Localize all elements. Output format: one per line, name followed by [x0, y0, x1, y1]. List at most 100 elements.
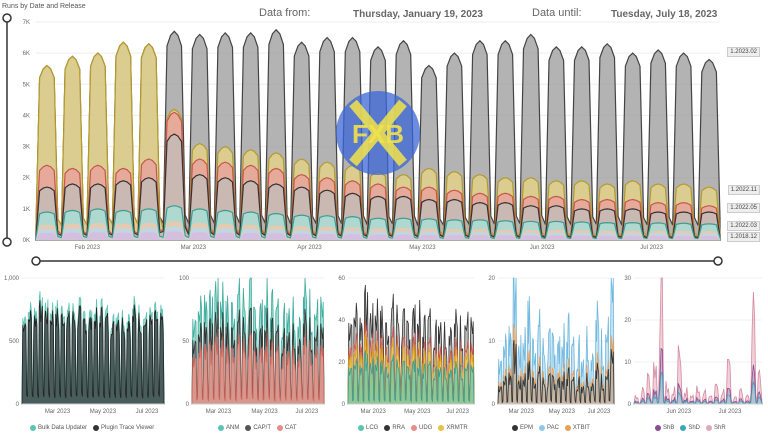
panel-area-series	[191, 329, 325, 405]
legend-item: EPM	[512, 425, 533, 431]
y-tick-label: 20	[488, 276, 495, 282]
fxb-logo-text: FXB	[352, 119, 404, 149]
legend-label: ShR	[714, 425, 726, 431]
series-tag-2: 1.2022.11	[727, 185, 760, 195]
vertical-slider-bottom-handle[interactable]	[2, 237, 12, 247]
x-tick-label: Jul 2023	[446, 409, 469, 415]
y-tick-label: 50	[182, 339, 189, 345]
legend-item: ShD	[680, 425, 700, 431]
x-tick-label: Jul 2023	[588, 409, 611, 415]
y-tick-label: 0	[628, 402, 632, 408]
horizontal-slider-right-handle[interactable]	[713, 256, 723, 266]
chart-title: Runs by Date and Release	[2, 3, 86, 10]
legend-label: PAC	[547, 425, 559, 431]
panel-area-series	[497, 339, 615, 405]
horizontal-slider[interactable]	[28, 254, 728, 268]
y-tick-label: 30	[624, 276, 631, 282]
y-tick-label: 100	[179, 276, 190, 282]
legend-item: UDG	[411, 425, 432, 431]
y-tick-label: 0	[492, 402, 496, 408]
x-tick-label: Mar 2023	[181, 245, 207, 251]
y-tick-label: 0	[342, 402, 346, 408]
x-tick-label: Feb 2023	[75, 245, 101, 251]
x-tick-label: Jul 2023	[295, 409, 318, 415]
y-tick-label: 10	[624, 360, 631, 366]
legend-panel-3: LCG RRA UDG XRMTR	[358, 423, 474, 433]
data-from-value: Thursday, January 19, 2023	[353, 9, 483, 20]
x-tick-label: May 2023	[251, 409, 278, 415]
y-tick-label: 60	[338, 276, 345, 282]
vertical-slider-top-handle[interactable]	[2, 13, 12, 23]
area-series-minor	[36, 231, 720, 240]
x-tick-label: May 2023	[404, 409, 431, 415]
panel-area-series	[347, 350, 475, 405]
legend-item: CAT	[277, 425, 297, 431]
legend-label: CAT	[285, 425, 297, 431]
y-tick-label: 6K	[23, 51, 30, 57]
legend-item: LCG	[358, 425, 378, 431]
y-tick-label: 500	[9, 339, 20, 345]
legend-label: UDG	[419, 425, 433, 431]
legend-panel-4: EPM PAC XTBIT	[512, 423, 596, 433]
legend-item: ANM	[218, 425, 239, 431]
y-tick-label: 5K	[23, 82, 30, 88]
x-tick-label: Jul 2023	[640, 245, 663, 251]
y-tick-label: 3K	[23, 145, 30, 151]
panel-chart-3: 0 20 40 60 Mar 2023 May 2023 Jul 2023	[338, 276, 475, 415]
y-tick-label: 4K	[23, 113, 30, 119]
panel-area-series	[633, 277, 763, 405]
y-tick-label: 10	[488, 339, 495, 345]
panel-area-series	[633, 371, 763, 405]
series-tag-1: 1.2023.02	[727, 47, 760, 57]
series-tag-4: 1.2022.03	[727, 221, 760, 231]
y-tick-label: 40	[338, 318, 345, 324]
data-until-value: Tuesday, July 18, 2023	[611, 9, 718, 20]
x-tick-label: Jul 2023	[719, 409, 742, 415]
y-tick-label: 20	[624, 318, 631, 324]
legend-label: LCG	[366, 425, 379, 431]
legend-panel-1: Bulk Data Updater Plugin Trace Viewer	[30, 423, 160, 433]
vertical-slider[interactable]	[0, 12, 14, 248]
y-tick-label: 1K	[23, 207, 30, 213]
legend-label: Bulk Data Updater	[38, 425, 88, 431]
legend-item: Bulk Data Updater	[30, 425, 87, 431]
legend-item: CAP/T	[245, 425, 271, 431]
legend-item: PAC	[539, 425, 559, 431]
panel-chart-2: 0 50 100 Mar 2023 May 2023 Jul 2023	[179, 276, 325, 415]
x-tick-label: Mar 2023	[206, 409, 232, 415]
legend-label: RRA	[392, 425, 406, 431]
legend-panel-2: ANM CAP/T CAT	[218, 423, 303, 433]
legend-item: XRMTR	[438, 425, 468, 431]
x-tick-label: May 2023	[409, 245, 436, 251]
legend-label: ShD	[688, 425, 701, 431]
legend-panel-5: ShB ShD ShR	[655, 423, 732, 433]
x-tick-label: Jun 2023	[530, 245, 555, 251]
x-tick-label: May 2023	[90, 409, 117, 415]
panel-area-series	[633, 347, 763, 405]
panel-chart-1: 0 500 1,000 Mar 2023 May 2023 Jul 2023	[4, 276, 165, 415]
x-tick-label: Jul 2023	[136, 409, 159, 415]
x-tick-label: Mar 2023	[509, 409, 535, 415]
data-until-label: Data until:	[532, 7, 582, 19]
y-tick-label: 0	[16, 402, 20, 408]
legend-item: ShB	[655, 425, 674, 431]
legend-label: ShB	[663, 425, 675, 431]
x-tick-label: Mar 2023	[361, 409, 387, 415]
series-tag-5: 1.2018.12	[727, 232, 760, 242]
x-tick-label: Mar 2023	[45, 409, 71, 415]
y-tick-label: 20	[338, 360, 345, 366]
legend-label: EPM	[520, 425, 534, 431]
fxb-logo: FXB	[336, 91, 420, 175]
legend-item: ShR	[706, 425, 726, 431]
legend-label: CAP/T	[253, 425, 272, 431]
y-tick-label: 0	[186, 402, 190, 408]
x-tick-label: Jun 2023	[666, 409, 691, 415]
panel-chart-4: 0 10 20 Mar 2023 May 2023 Jul 2023	[488, 276, 615, 415]
legend-item: XTBIT	[564, 425, 590, 431]
panel-chart-5: 0 10 20 30 Jun 2023 Jul 2023	[624, 276, 763, 415]
data-from-label: Data from:	[259, 7, 311, 19]
legend-item: Plugin Trace Viewer	[93, 425, 154, 431]
legend-label: XRMTR	[446, 425, 468, 431]
x-tick-label: Apr 2023	[297, 245, 322, 251]
horizontal-slider-left-handle[interactable]	[31, 256, 41, 266]
